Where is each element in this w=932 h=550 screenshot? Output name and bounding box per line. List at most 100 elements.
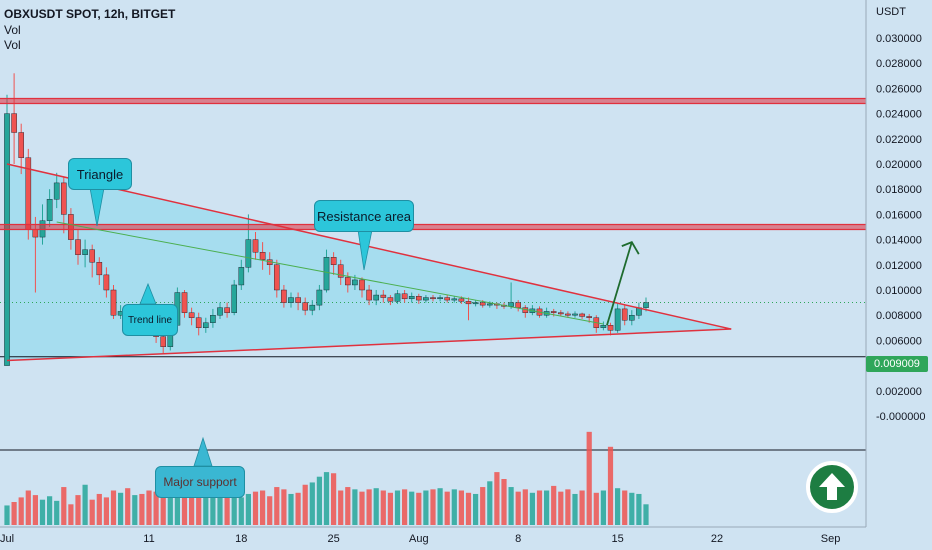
- candle: [202, 317, 209, 333]
- candle-body: [352, 279, 358, 286]
- volume-bar: [11, 502, 17, 525]
- candle: [89, 244, 95, 278]
- candle: [224, 302, 230, 318]
- x-tick-label: Sep: [821, 533, 841, 545]
- candle-body: [181, 292, 188, 313]
- candle-body: [4, 113, 10, 366]
- candle: [195, 312, 202, 336]
- triangle-callout[interactable]: Triangle: [68, 158, 132, 190]
- candle-body: [458, 298, 465, 302]
- candle: [401, 290, 408, 303]
- major-support-callout[interactable]: Major support: [155, 466, 245, 498]
- resistance-callout[interactable]: Resistance area: [314, 200, 414, 232]
- volume-indicator-label-2[interactable]: Vol: [4, 38, 21, 52]
- x-tick-label: 22: [711, 533, 723, 545]
- volume-bar: [238, 497, 244, 525]
- candle: [607, 322, 614, 336]
- candle-body: [188, 312, 195, 318]
- candle-body: [621, 308, 628, 321]
- candle-body: [444, 297, 451, 301]
- volume-bar: [380, 490, 386, 525]
- candle: [373, 290, 380, 306]
- volume-bar: [274, 487, 280, 525]
- candle: [96, 257, 103, 285]
- candle: [281, 284, 287, 308]
- volume-bar: [444, 491, 450, 525]
- candle: [259, 242, 266, 270]
- candle-body: [387, 297, 394, 302]
- volume-bar: [430, 489, 436, 525]
- volume-bar: [196, 489, 202, 525]
- volume-bar: [167, 483, 173, 525]
- volume-indicator-label[interactable]: Vol: [4, 23, 21, 37]
- candle-body: [614, 308, 621, 331]
- candle: [316, 284, 323, 311]
- candle: [252, 232, 259, 260]
- volume-bar: [61, 487, 67, 525]
- candle: [217, 302, 223, 319]
- volume-bar: [416, 492, 422, 525]
- candle: [465, 297, 472, 321]
- candle-body: [366, 289, 372, 301]
- volume-bar: [494, 472, 500, 525]
- volume-bar: [622, 490, 628, 525]
- volume-bar: [231, 489, 237, 525]
- candle-body: [479, 302, 486, 306]
- up-arrow-button[interactable]: [806, 461, 858, 513]
- volume-bar: [267, 496, 273, 525]
- candle: [18, 123, 25, 175]
- candle-body: [586, 316, 592, 318]
- candle: [423, 295, 429, 303]
- volume-bar: [565, 489, 571, 525]
- volume-bar: [579, 490, 585, 525]
- candle: [11, 73, 17, 164]
- candle-body: [565, 313, 571, 316]
- y-tick-label: 0.006000: [876, 335, 922, 347]
- y-tick-label: 0.012000: [876, 260, 922, 272]
- volume-bar: [153, 491, 159, 525]
- volume-bar: [252, 491, 259, 525]
- candle-body: [259, 251, 266, 260]
- volume-bar: [281, 489, 287, 525]
- volume-bar: [25, 490, 31, 525]
- volume-bar: [600, 490, 606, 525]
- candle: [231, 279, 238, 316]
- candle: [288, 292, 294, 308]
- volume-bar: [47, 496, 53, 525]
- y-tick-label: 0.028000: [876, 58, 922, 70]
- candle-body: [288, 297, 294, 303]
- volume-bar: [366, 489, 372, 525]
- volume-bar: [352, 489, 358, 525]
- volume-bar: [295, 492, 301, 525]
- candle-body: [302, 302, 309, 311]
- candle-body: [75, 239, 81, 255]
- candle-body: [32, 229, 39, 238]
- volume-bar: [373, 488, 379, 525]
- volume-bar: [139, 493, 145, 525]
- candle: [558, 310, 564, 317]
- trend-line-callout[interactable]: Trend line: [122, 304, 178, 336]
- candle-body: [380, 294, 387, 298]
- candle-body: [195, 317, 202, 329]
- candle-body: [61, 182, 67, 215]
- candle-body: [345, 277, 351, 286]
- candle: [274, 259, 280, 298]
- volume-bar: [437, 488, 443, 525]
- candle-body: [18, 132, 25, 158]
- candle-body: [217, 307, 223, 316]
- volume-bar: [32, 495, 38, 525]
- candle-body: [423, 297, 429, 301]
- candle: [614, 302, 621, 333]
- candle-body: [451, 298, 458, 301]
- volume-bar: [629, 492, 635, 525]
- volume-bar: [536, 490, 543, 525]
- candle-body: [316, 289, 323, 306]
- candle-body: [89, 249, 95, 263]
- volume-bars: [4, 431, 649, 525]
- volume-bar: [572, 493, 578, 525]
- candle-body: [401, 293, 408, 300]
- y-tick-label: 0.002000: [876, 386, 922, 398]
- candle: [345, 272, 351, 293]
- symbol-title[interactable]: OBXUSDT SPOT, 12h, BITGET: [4, 7, 176, 21]
